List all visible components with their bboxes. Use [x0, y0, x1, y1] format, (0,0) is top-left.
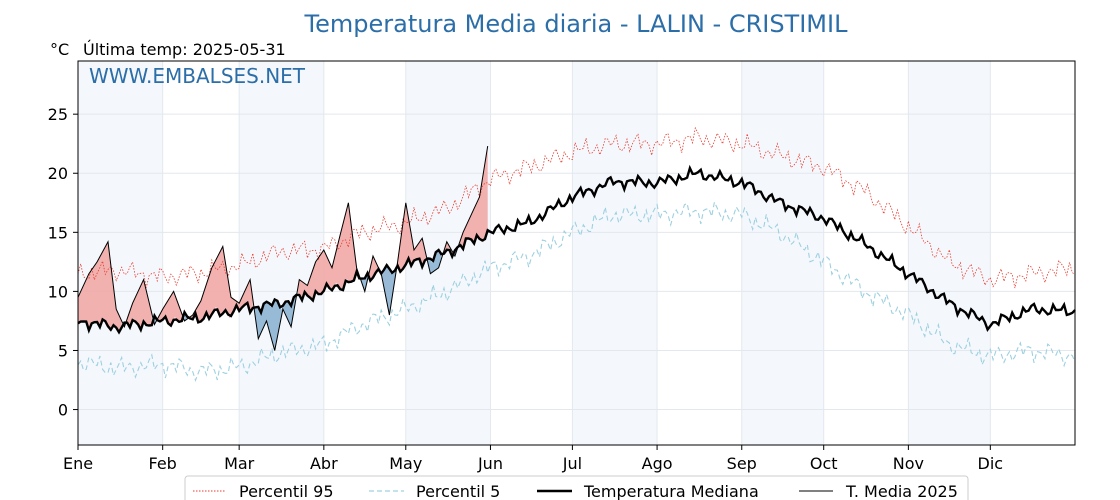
x-tick-label: Ago: [642, 454, 673, 473]
series-line-p95: [77, 126, 1076, 289]
legend-box: [184, 475, 969, 500]
above-median-fill: [459, 146, 488, 249]
legend-label-current: T. Media 2025: [845, 482, 958, 500]
x-tick-label: Feb: [149, 454, 177, 473]
month-bands: [78, 61, 991, 445]
x-tick-label: Dic: [978, 454, 1004, 473]
y-tick-label: 10: [48, 282, 68, 301]
legend-label-median: Temperatura Mediana: [583, 482, 759, 500]
x-tick-label: Abr: [310, 454, 338, 473]
x-tick-label: Jun: [477, 454, 503, 473]
month-band: [78, 61, 163, 445]
series-lines: [77, 126, 1076, 382]
series-line-p5: [77, 200, 1076, 382]
last-temp-label: Última temp: 2025-05-31: [83, 40, 286, 59]
month-band: [239, 61, 324, 445]
above-median-fill: [397, 202, 427, 273]
x-tick-label: Jul: [562, 454, 582, 473]
plot-frame: [77, 60, 1076, 446]
grid-lines: [77, 61, 1075, 445]
legend: Percentil 95 Percentil 5 Temperatura Med…: [184, 475, 969, 500]
legend-label-p5: Percentil 5: [416, 482, 500, 500]
y-axis-unit: °C: [50, 40, 69, 59]
series-line-current: [77, 146, 489, 351]
above-median-fill: [297, 202, 360, 302]
x-tick-label: Oct: [810, 454, 838, 473]
y-tick-label: 25: [48, 105, 68, 124]
month-band: [741, 61, 824, 445]
above-median-fill: [125, 279, 152, 330]
y-tick-label: 15: [48, 223, 68, 242]
x-tick-label: Mar: [224, 454, 255, 473]
series-line-median: [77, 164, 1076, 335]
x-tick-label: Nov: [893, 454, 924, 473]
y-tick-label: 20: [48, 164, 68, 183]
below-median-fill: [254, 293, 297, 351]
legend-label-p95: Percentil 95: [239, 482, 334, 500]
y-tick-label: 5: [58, 341, 68, 360]
month-band: [908, 61, 991, 445]
below-median-fill: [381, 264, 397, 315]
y-axis-ticks: 0 5 10 15 20 25: [48, 105, 78, 420]
y-tick-label: 0: [58, 401, 68, 420]
watermark: WWW.EMBALSES.NET: [89, 64, 306, 88]
x-axis-ticks: Ene Feb Mar Abr May Jun Jul Ago Sep Oct Nov Dic: [63, 445, 1003, 473]
month-band: [572, 61, 658, 445]
chart-title: Temperatura Media diaria - LALIN - CRIST…: [304, 10, 849, 38]
x-tick-label: Ene: [63, 454, 93, 473]
x-tick-label: Sep: [727, 454, 757, 473]
x-tick-label: May: [389, 454, 422, 473]
